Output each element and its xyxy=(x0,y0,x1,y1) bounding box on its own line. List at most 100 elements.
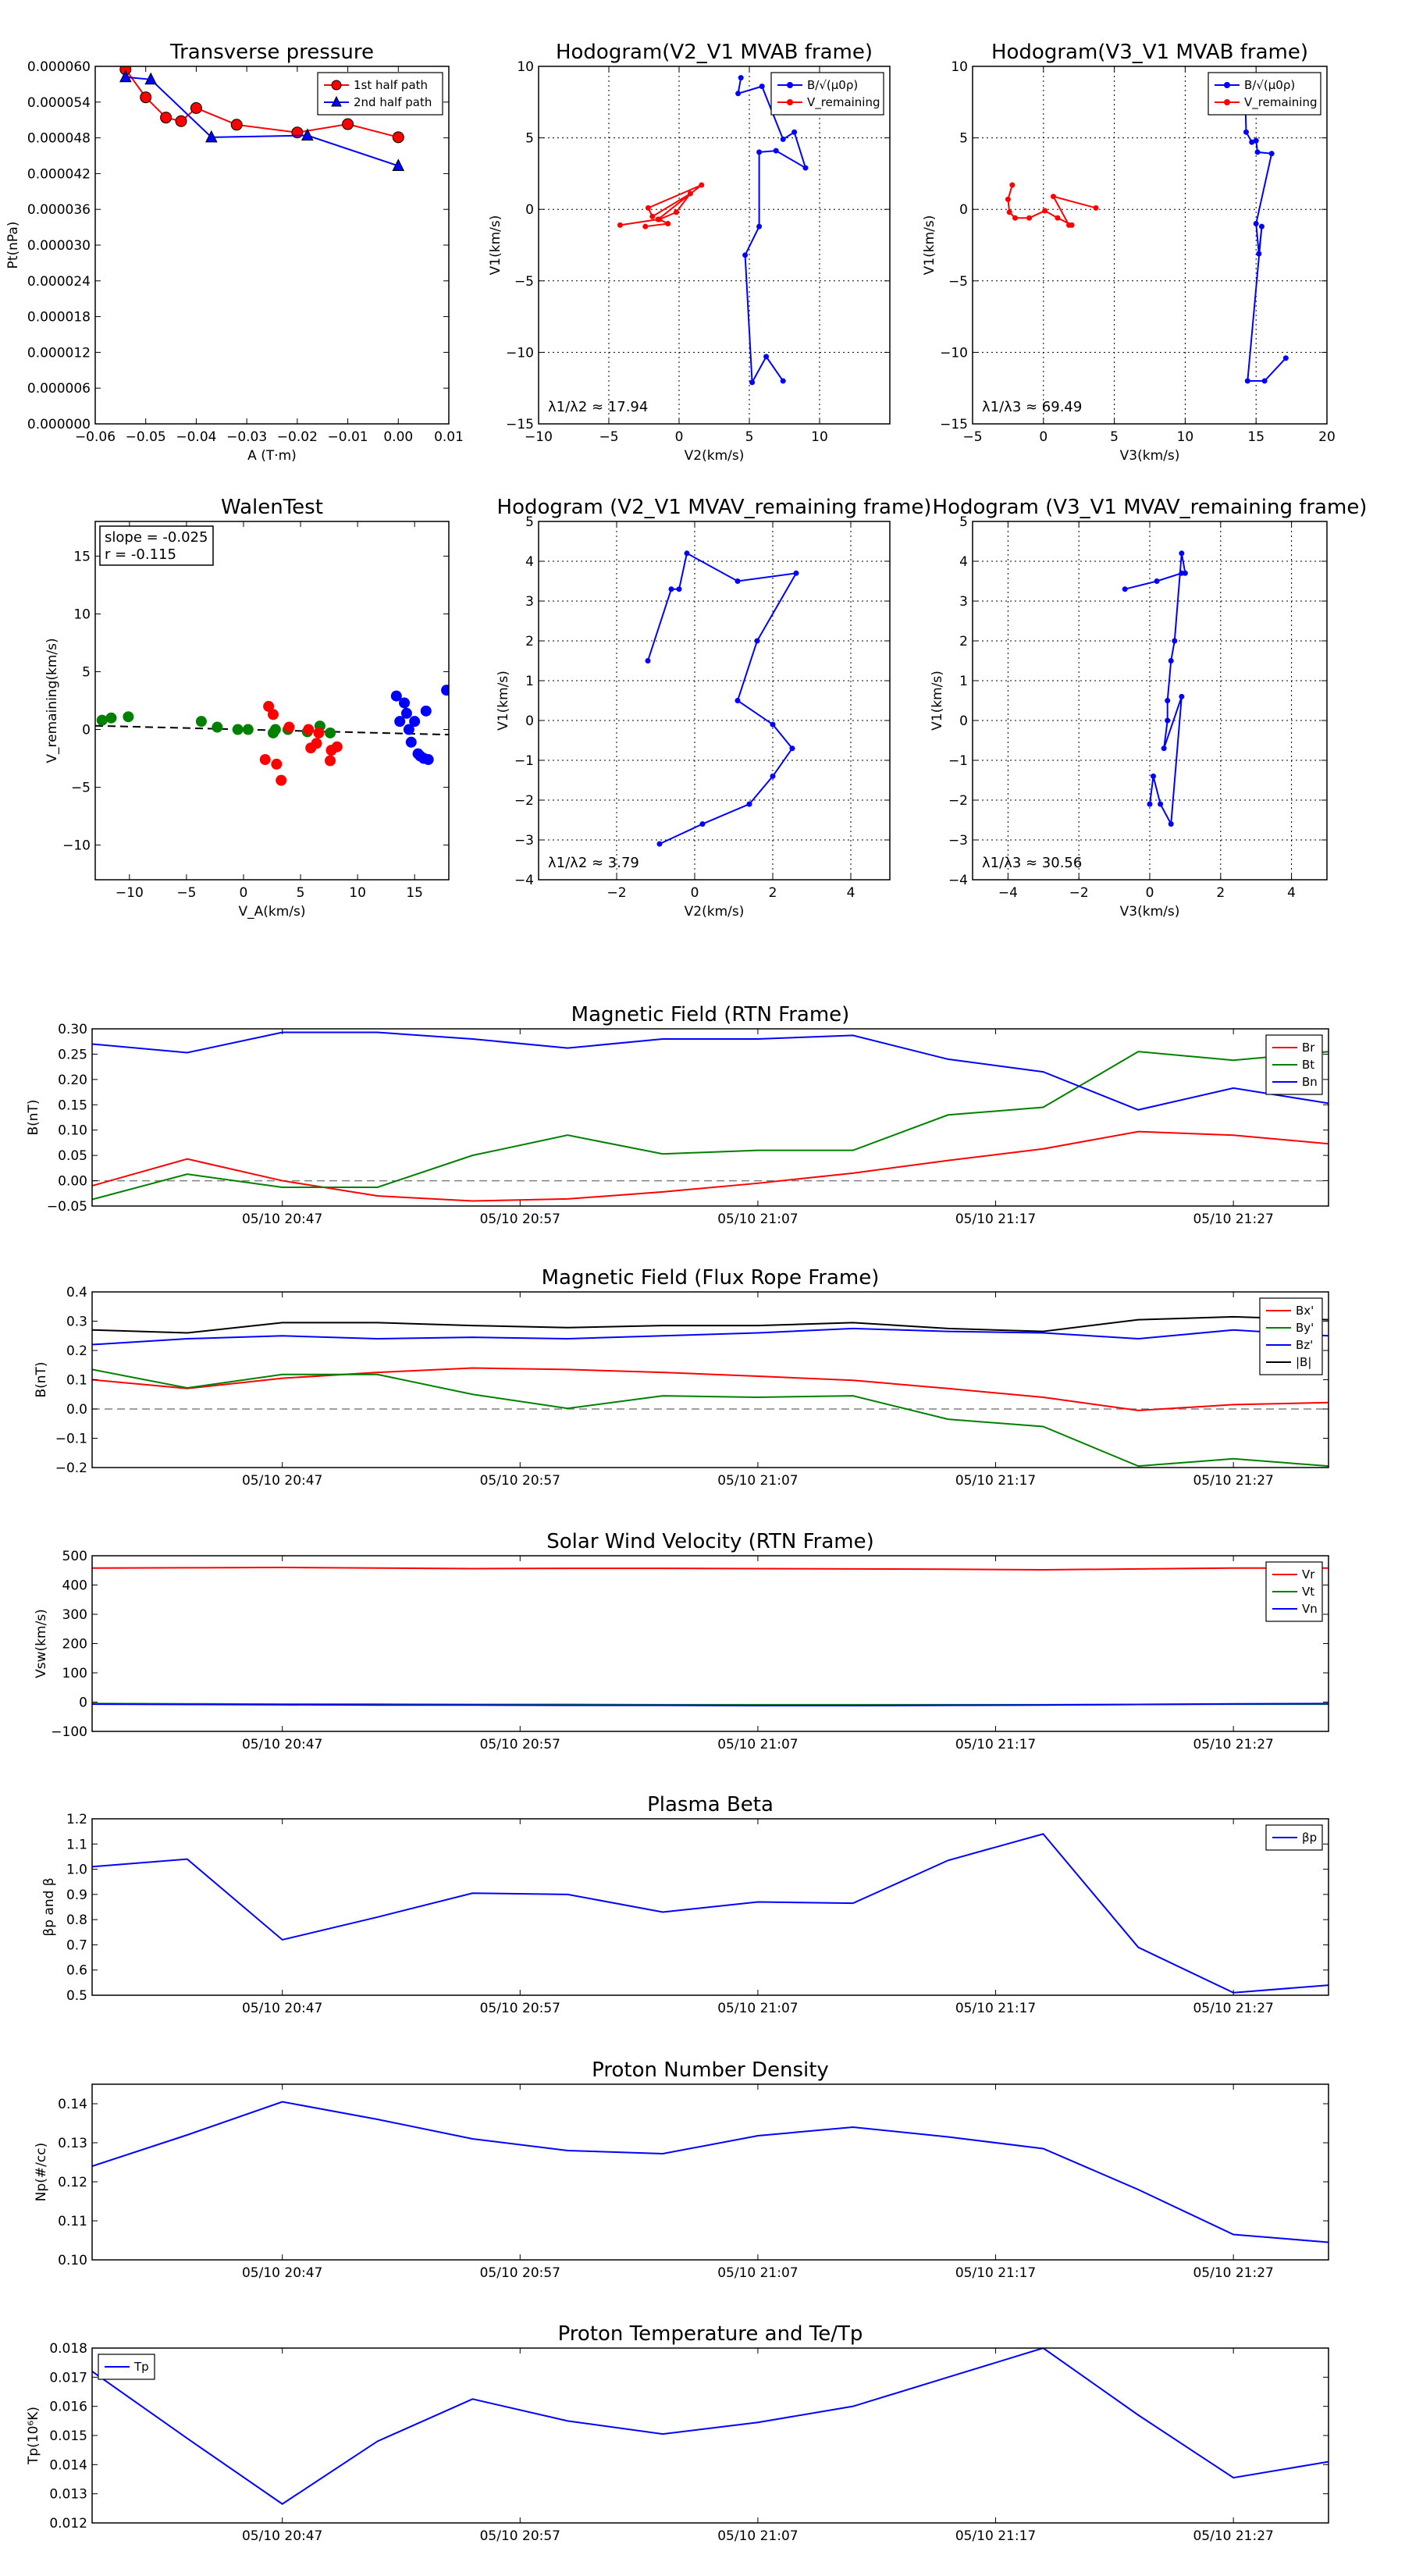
series-line-0 xyxy=(1124,553,1186,827)
series-line-0 xyxy=(92,1566,1329,1571)
annotation-text: λ1/λ2 ≈ 3.79 xyxy=(548,855,639,871)
annotation-text: slope = -0.025 xyxy=(105,529,208,546)
axes-frame xyxy=(94,66,450,425)
data-point xyxy=(399,697,411,709)
legend-marker xyxy=(331,95,342,107)
chart-title: Solar Wind Velocity (RTN Frame) xyxy=(546,1530,873,1553)
plot-area xyxy=(119,66,405,171)
y-tick-label: 0.13 xyxy=(58,2136,87,2151)
series-line-1 xyxy=(620,184,702,228)
chart-title: Transverse pressure xyxy=(169,41,374,64)
series-line-0 xyxy=(92,1130,1329,1202)
y-tick-label: 0.000042 xyxy=(27,166,91,182)
y-tick-label: 200 xyxy=(62,1637,87,1653)
data-point xyxy=(195,716,207,728)
data-point xyxy=(1168,821,1174,827)
y-tick-label: −10 xyxy=(62,838,91,854)
y-tick-label: 3 xyxy=(525,594,534,610)
y-tick-label: −0.05 xyxy=(47,1199,87,1215)
chart-title: Proton Temperature and Te/Tp xyxy=(558,2322,863,2346)
y-tick-label: 1 xyxy=(959,674,968,689)
data-point xyxy=(1051,194,1057,200)
data-point xyxy=(789,745,795,752)
data-point xyxy=(160,112,173,124)
series-line-2 xyxy=(92,1031,1329,1111)
data-point xyxy=(687,190,693,197)
axes-frame xyxy=(91,2083,1329,2261)
x-tick-label: −4 xyxy=(998,885,1018,901)
y-tick-label: 0.000048 xyxy=(27,131,91,147)
y-tick-label: 0.15 xyxy=(58,1098,87,1113)
y-tick-label: 0.05 xyxy=(58,1148,87,1164)
axes-frame xyxy=(91,1291,1329,1468)
x-tick-label: −0.06 xyxy=(75,429,116,445)
chart-title: Hodogram(V3_V1 MVAB frame) xyxy=(991,41,1308,64)
axes-frame xyxy=(91,2347,1329,2524)
data-point xyxy=(763,354,770,360)
data-point xyxy=(793,570,799,576)
data-point xyxy=(1268,151,1275,157)
legend-label: V_remaining xyxy=(807,95,880,110)
chart-title: Hodogram (V2_V1 MVAV_remaining frame) xyxy=(497,496,932,519)
data-point xyxy=(1249,139,1255,145)
data-point xyxy=(780,378,786,384)
y-tick-label: −5 xyxy=(71,781,91,796)
data-point xyxy=(656,216,663,222)
legend-label: B/√(μ0ρ) xyxy=(807,78,858,92)
chart-3: −10 −5 0 5 10 15 −10 −5 0 5 10 15 WalenTest V_A(km/s)… xyxy=(44,496,450,920)
y-tick-label: −5 xyxy=(948,274,968,290)
x-tick-label: 0 xyxy=(240,885,248,901)
plot-area xyxy=(645,550,799,847)
data-point xyxy=(756,223,763,229)
x-tick-label: 15 xyxy=(1247,429,1264,445)
data-point xyxy=(1012,215,1018,221)
chart-8: 05/10 20:47 05/10 20:57 05/10 21:07 05/10 2… xyxy=(34,1530,1329,1752)
x-tick-label: 05/10 21:07 xyxy=(717,2265,798,2281)
data-point xyxy=(331,741,343,753)
y-tick-label: 3 xyxy=(959,594,968,610)
legend-label: Vn xyxy=(1302,1602,1318,1616)
data-point xyxy=(1122,586,1128,592)
plot-area xyxy=(92,2348,1329,2505)
data-point xyxy=(791,129,798,135)
y-tick-label: 10 xyxy=(951,59,968,75)
legend: 1st half path 2nd half path xyxy=(317,72,443,116)
x-tick-label: 05/10 21:17 xyxy=(955,2528,1036,2544)
data-point xyxy=(756,149,763,155)
chart-title: Plasma Beta xyxy=(647,1793,774,1816)
data-point xyxy=(96,714,108,726)
y-tick-label: 0 xyxy=(525,202,534,218)
annotation-box xyxy=(99,525,214,566)
data-point xyxy=(175,115,187,127)
x-tick-label: −0.03 xyxy=(226,429,267,445)
y-axis-label: V_remaining(km/s) xyxy=(44,638,60,763)
x-tick-label: −0.05 xyxy=(126,429,166,445)
legend-label: Br xyxy=(1302,1041,1315,1055)
y-tick-label: 0.20 xyxy=(58,1073,87,1088)
series-line-0 xyxy=(92,1833,1329,1994)
x-tick-label: 05/10 21:07 xyxy=(717,1212,798,1227)
y-tick-label: 0.015 xyxy=(49,2428,87,2444)
data-point xyxy=(1168,658,1174,664)
data-point xyxy=(1258,223,1264,229)
y-tick-label: 5 xyxy=(959,131,968,147)
data-point xyxy=(105,712,117,724)
chart-title: Proton Number Density xyxy=(592,2058,829,2082)
data-point xyxy=(1147,801,1153,807)
data-point xyxy=(676,586,682,592)
y-tick-label: 0.000036 xyxy=(27,202,91,218)
data-point xyxy=(303,724,315,735)
x-tick-label: −2 xyxy=(606,885,626,901)
y-tick-label: 0.1 xyxy=(66,1373,87,1389)
plot-area xyxy=(95,685,449,786)
x-tick-label: 05/10 20:57 xyxy=(480,2001,560,2016)
y-tick-label: 5 xyxy=(82,664,91,680)
x-tick-label: 05/10 21:27 xyxy=(1193,2265,1273,2281)
data-point xyxy=(190,101,202,114)
chart-7: 05/10 20:47 05/10 20:57 05/10 21:07 05/10 2… xyxy=(34,1266,1329,1489)
axes-frame xyxy=(538,66,891,425)
data-point xyxy=(1172,638,1178,644)
y-tick-label: 4 xyxy=(959,554,968,570)
